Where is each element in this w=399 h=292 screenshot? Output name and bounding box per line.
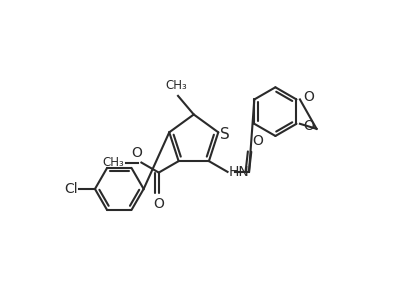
Text: CH₃: CH₃ xyxy=(103,156,124,169)
Text: O: O xyxy=(253,134,264,148)
Text: O: O xyxy=(304,90,314,104)
Text: O: O xyxy=(131,146,142,160)
Text: CH₃: CH₃ xyxy=(166,79,188,93)
Text: HN: HN xyxy=(229,165,250,179)
Text: O: O xyxy=(153,197,164,211)
Text: S: S xyxy=(220,127,229,142)
Text: Cl: Cl xyxy=(64,182,78,196)
Text: O: O xyxy=(304,119,314,133)
